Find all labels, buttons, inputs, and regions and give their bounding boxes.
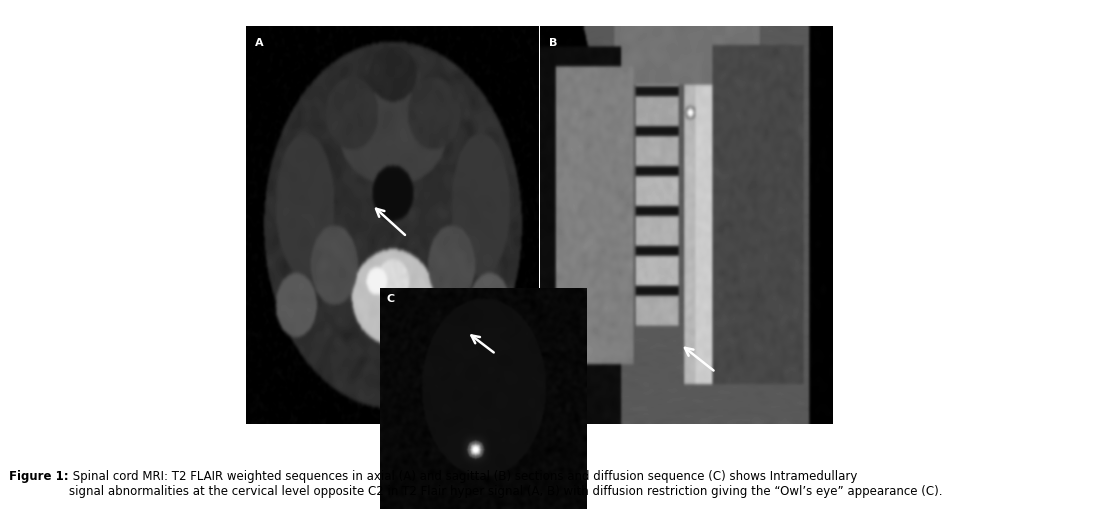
Text: Spinal cord MRI: T2 FLAIR weighted sequences in axial (A) and sagittal (B) secti: Spinal cord MRI: T2 FLAIR weighted seque… bbox=[69, 470, 942, 498]
Text: Figure 1:: Figure 1: bbox=[9, 470, 68, 483]
Text: C: C bbox=[387, 295, 395, 304]
Text: B: B bbox=[549, 38, 557, 48]
Text: A: A bbox=[255, 38, 264, 48]
